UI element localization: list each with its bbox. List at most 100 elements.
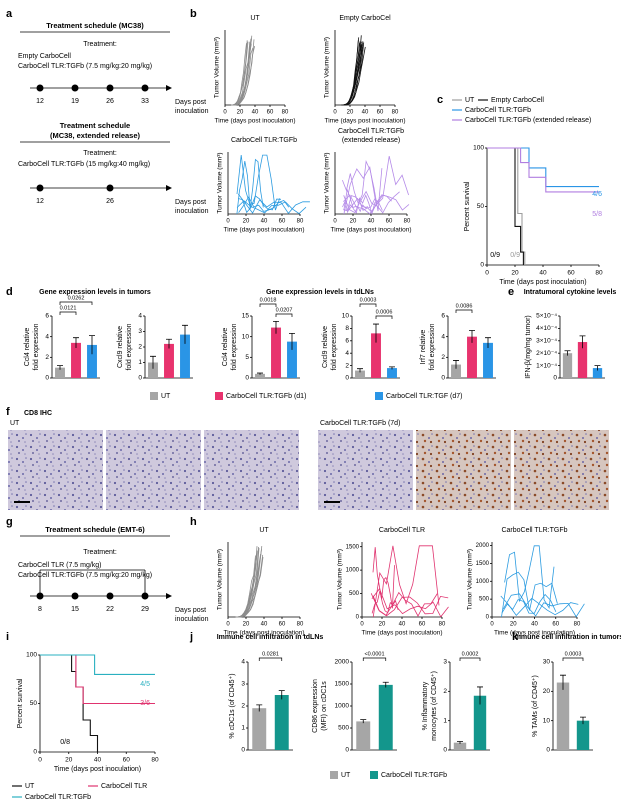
tumor-curve — [343, 190, 400, 214]
tumor-curve — [343, 195, 383, 212]
x-axis-label: Time (days post inoculation) — [214, 118, 295, 125]
y-axis-label: Tumor Volume (mm³) — [217, 152, 224, 213]
bar — [483, 342, 493, 378]
y-tick-label: 1 — [443, 717, 447, 724]
survival-line — [40, 654, 155, 675]
x-axis-label: Time (days post inoculation) — [54, 766, 141, 773]
arrowhead — [166, 593, 172, 599]
x-tick-label: 20 — [347, 110, 354, 116]
axis-label: Days post — [175, 199, 206, 206]
x-tick-label: 0 — [38, 757, 42, 764]
y-tick-label: 3 — [241, 681, 245, 688]
day-label: 33 — [141, 98, 149, 105]
y-tick-label: 6 — [345, 338, 349, 345]
panel-label: b — [190, 8, 197, 20]
group-label: CarboCell TLR:TGFb (7.5 mg/kg:20 mg/kg) — [18, 63, 152, 70]
error-bar — [477, 686, 483, 705]
tumor-curve — [236, 200, 307, 215]
x-tick-label: 0 — [226, 622, 230, 628]
annotation: 0/8 — [60, 739, 70, 746]
tumor-curve — [502, 593, 585, 618]
axis-label: inoculation — [175, 616, 209, 623]
axis-label: Days post — [175, 99, 206, 106]
y-tick-label: 0 — [138, 375, 142, 382]
legend-swatch — [150, 392, 158, 400]
y-axis-label: fold expression — [429, 323, 436, 370]
y-tick-label: 0 — [345, 375, 349, 382]
tumor-curve — [500, 595, 579, 617]
schedule-title: Treatment schedule (EMT-6) — [45, 525, 145, 534]
x-axis-label: Time (days post inoculation) — [324, 118, 405, 125]
bar — [87, 344, 97, 378]
x-tick-label: 80 — [439, 622, 446, 628]
y-axis-label: Tumor Volume (mm³) — [337, 549, 344, 610]
y-tick-label: 0 — [443, 747, 447, 754]
x-tick-label: 0 — [490, 622, 494, 628]
y-tick-label: 0 — [546, 747, 550, 754]
legend-label: CarboCell TLR:TGFb (extended release) — [465, 117, 591, 124]
legend-label: CarboCell TLR:TGFb — [465, 107, 531, 114]
sig-bracket — [275, 313, 293, 317]
y-tick-label: 4 — [138, 313, 142, 320]
bar — [577, 342, 588, 378]
error-bar — [278, 690, 285, 700]
error-bar — [579, 335, 586, 349]
sig-bracket — [362, 657, 387, 661]
error-bar — [150, 355, 156, 369]
image-label: CarboCell TLR:TGFb (7d) — [320, 420, 400, 427]
dose-dot — [106, 84, 114, 92]
legend-label: CarboCell TLR:TGFb — [25, 794, 91, 801]
tumor-curve — [238, 557, 264, 618]
p-value: 0.0003 — [565, 651, 582, 657]
y-tick-label: 8 — [345, 325, 349, 332]
day-label: 19 — [71, 98, 79, 105]
bar — [451, 364, 461, 378]
y-axis-label: Tumor Volume (mm³) — [324, 37, 331, 98]
y-axis-label: fold expression — [33, 323, 40, 370]
y-tick-label: 0 — [345, 747, 349, 754]
y-tick-label: 4 — [241, 659, 245, 666]
error-bar — [256, 704, 263, 712]
y-tick-label: 3 — [138, 328, 142, 335]
y-tick-label: 6 — [441, 313, 445, 320]
x-axis-label: Time (days post inoculation) — [223, 227, 304, 234]
legend-label: UT — [25, 783, 35, 790]
dose-dot — [71, 592, 79, 600]
plot-title: UT — [250, 15, 260, 22]
panel-label: i — [6, 631, 9, 643]
survival-line — [487, 147, 599, 193]
sig-bracket — [459, 657, 481, 661]
x-tick-label: 80 — [297, 219, 304, 225]
y-tick-label: 0 — [356, 615, 360, 621]
x-tick-label: 60 — [279, 622, 286, 628]
panel-label: e — [508, 286, 514, 298]
schedule-title: Treatment schedule (MC38) — [46, 21, 144, 30]
ihc-image — [8, 430, 103, 510]
y-axis-label: fold expression — [331, 323, 338, 370]
dose-dot — [36, 184, 44, 192]
y-tick-label: 6 — [45, 313, 49, 320]
schedule-subtitle: (MC38, extended release) — [50, 131, 141, 140]
p-value: 0.0207 — [276, 307, 293, 313]
y-tick-label: 500 — [349, 591, 360, 597]
error-bar — [166, 338, 172, 349]
y-tick-label: 15 — [242, 313, 250, 320]
dose-dot — [36, 84, 44, 92]
y-tick-label: 1000 — [476, 579, 490, 585]
y-axis-label: Ccl4 relative — [222, 328, 229, 367]
y-tick-label: 3×10⁻⁴ — [536, 338, 557, 345]
p-value: 0.0002 — [462, 651, 479, 657]
y-tick-label: 30 — [543, 659, 551, 666]
error-bar — [560, 674, 566, 690]
annotation: 4/6 — [592, 191, 602, 198]
y-axis-label: Tumor Volume (mm³) — [324, 152, 331, 213]
x-tick-label: 20 — [379, 622, 386, 628]
y-tick-label: 1500 — [476, 561, 490, 567]
bar — [562, 353, 573, 378]
y-tick-label: 4 — [345, 350, 349, 357]
ihc-images — [8, 430, 609, 510]
x-tick-label: 40 — [539, 270, 547, 277]
bar — [473, 695, 487, 750]
ihc-image — [514, 430, 609, 510]
